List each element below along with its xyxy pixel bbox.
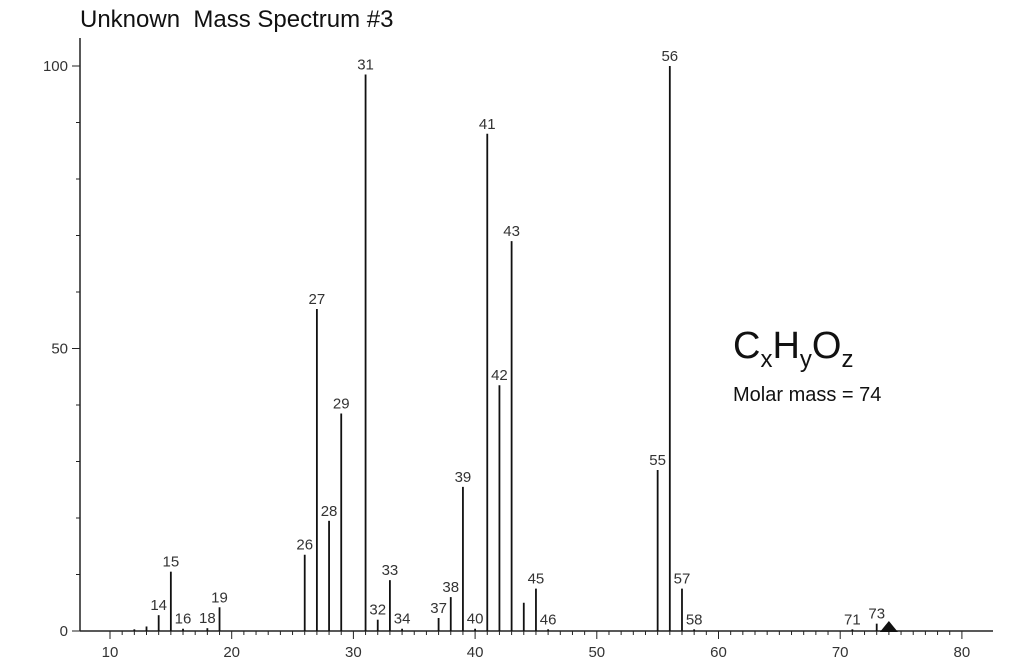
y-tick-label: 0	[60, 623, 68, 640]
x-tick-label: 70	[832, 644, 849, 661]
peak-label-29: 29	[333, 395, 350, 412]
triangle-marker	[879, 621, 898, 632]
peak-label-46: 46	[540, 611, 557, 628]
peak-label-40: 40	[467, 611, 484, 628]
peak-label-55: 55	[649, 452, 666, 469]
peak-label-15: 15	[163, 554, 180, 571]
peak-label-19: 19	[211, 589, 228, 606]
y-tick-label: 100	[43, 58, 68, 75]
formula-o: O	[812, 325, 842, 367]
formula-x: x	[760, 346, 772, 373]
peak-label-43: 43	[503, 223, 520, 240]
formula-y: y	[800, 346, 812, 373]
molecular-ion-marker	[879, 621, 898, 632]
chart-title: Unknown Mass Spectrum #3	[80, 6, 394, 33]
x-tick-label: 20	[223, 644, 240, 661]
peak-label-41: 41	[479, 116, 496, 133]
peak-label-32: 32	[369, 602, 386, 619]
x-tick-label: 30	[345, 644, 362, 661]
peak-label-37: 37	[430, 600, 447, 617]
peak-label-58: 58	[686, 611, 703, 628]
peak-label-31: 31	[357, 56, 374, 73]
formula-h: H	[772, 325, 799, 367]
peak-label-42: 42	[491, 367, 508, 384]
peak-label-39: 39	[455, 469, 472, 486]
x-tick-label: 50	[588, 644, 605, 661]
x-tick-label: 10	[102, 644, 119, 661]
peak-label-71: 71	[844, 611, 861, 628]
peak-label-16: 16	[175, 611, 192, 628]
peak-label-18: 18	[199, 610, 216, 627]
peak-label-26: 26	[296, 537, 313, 554]
peak-label-33: 33	[382, 562, 399, 579]
x-tick-label: 40	[467, 644, 484, 661]
x-tick-label: 60	[710, 644, 727, 661]
formula-annotation: CxHyOz	[733, 325, 853, 373]
peak-label-56: 56	[661, 48, 678, 65]
y-axis-ticks: 0 50 100	[43, 58, 80, 640]
peak-label-38: 38	[442, 579, 459, 596]
peak-label-28: 28	[321, 503, 338, 520]
peaks	[133, 66, 878, 631]
peak-label-14: 14	[150, 597, 167, 614]
peak-labels: 14 15 16 18 19 26 27 28 29 31 32 33 34 37 38 39 40 41 42 43…	[150, 48, 885, 628]
peak-label-27: 27	[309, 291, 326, 308]
axes	[79, 38, 993, 632]
formula-z: z	[841, 346, 853, 373]
formula-c: C	[733, 325, 760, 367]
peak-label-34: 34	[394, 611, 411, 628]
molar-mass-annotation: Molar mass = 74	[733, 384, 881, 406]
x-axis-ticks: 10 20 30 40 50 60 70 80	[102, 631, 971, 661]
peak-label-73: 73	[868, 606, 885, 623]
peak-label-45: 45	[528, 571, 545, 588]
y-tick-label: 50	[51, 341, 68, 358]
x-tick-label: 80	[954, 644, 971, 661]
peak-label-57: 57	[674, 571, 691, 588]
